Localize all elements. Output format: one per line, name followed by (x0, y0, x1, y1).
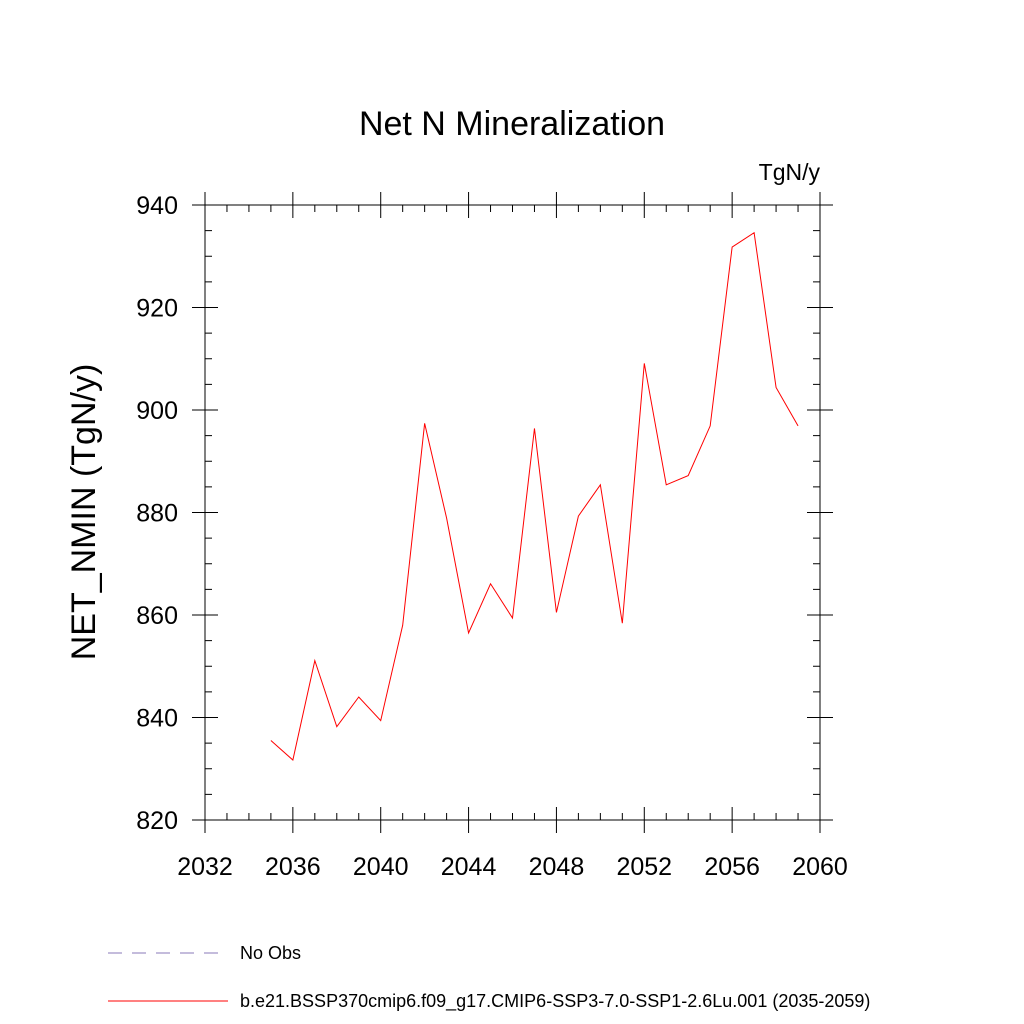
units-label: TgN/y (759, 159, 821, 185)
y-axis-label: NET_NMIN (TgN/y) (65, 364, 103, 661)
tick-labels: 2032 2036 2040 2044 2048 2052 2056 2060 820 840 86… (136, 192, 848, 881)
axis-ticks (192, 192, 833, 833)
series-line (270, 231, 799, 761)
y-tick-label: 880 (136, 500, 178, 528)
x-tick-label: 2036 (265, 853, 321, 881)
x-tick-label: 2040 (353, 853, 409, 881)
chart-title: Net N Mineralization (359, 105, 665, 143)
legend-label: No Obs (240, 943, 301, 963)
legend: No Obs b.e21.BSSP370cmip6.f09_g17.CMIP6-S… (108, 943, 870, 1012)
y-tick-label: 920 (136, 295, 178, 323)
x-tick-label: 2052 (616, 853, 672, 881)
x-tick-label: 2044 (441, 853, 497, 881)
x-tick-label: 2056 (704, 853, 760, 881)
y-tick-label: 860 (136, 602, 178, 630)
x-tick-label: 2048 (529, 853, 585, 881)
legend-item: b.e21.BSSP370cmip6.f09_g17.CMIP6-SSP3-7.… (108, 991, 870, 1012)
y-tick-label: 820 (136, 807, 178, 835)
x-tick-label: 2032 (177, 853, 233, 881)
series-layer (270, 231, 799, 761)
y-tick-label: 900 (136, 397, 178, 425)
x-tick-label: 2060 (792, 853, 848, 881)
legend-label: b.e21.BSSP370cmip6.f09_g17.CMIP6-SSP3-7.… (240, 991, 870, 1012)
plot-frame (204, 204, 821, 821)
y-tick-label: 940 (136, 192, 178, 220)
legend-item: No Obs (108, 943, 301, 963)
y-tick-label: 840 (136, 705, 178, 733)
